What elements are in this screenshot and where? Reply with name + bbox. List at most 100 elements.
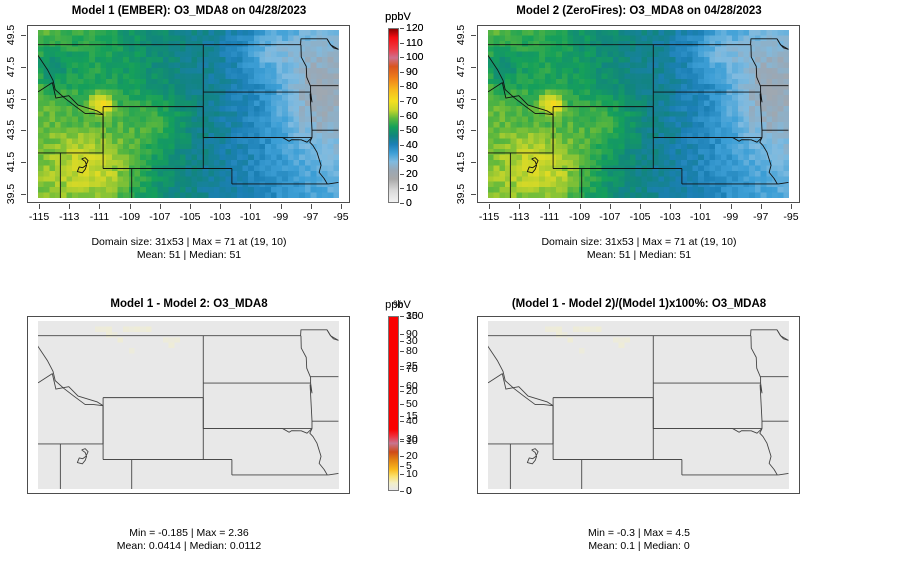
colorbar-tick [400, 316, 404, 317]
x-axis-tick-label: -105 [629, 211, 651, 223]
panel-model2: Model 2 (ZeroFires): O3_MDA8 on 04/28/20… [385, 0, 900, 290]
x-axis-tick [640, 204, 641, 209]
state-boundaries-overlay [488, 38, 789, 199]
colorbar-tick-label: 0 [406, 485, 412, 497]
colorbar-tick [400, 416, 404, 417]
y-axis-tick [471, 35, 476, 37]
colorbar-tick [400, 491, 404, 492]
colorbar-tick-label: 50 [406, 124, 418, 137]
map-plot-area [27, 316, 350, 494]
y-axis-tick-label: 49.5 [455, 24, 467, 46]
x-axis-tick [790, 204, 792, 209]
colorbar-unit-label: % [393, 299, 403, 311]
colorbar-tick-label: 60 [406, 109, 418, 122]
colorbar-tick-label: 120 [406, 22, 424, 34]
x-axis-tick-label: -97 [303, 211, 319, 223]
x-axis-tick [760, 204, 762, 209]
panel-statistics: Domain size: 31x53 | Max = 71 at (19, 10… [541, 236, 737, 261]
x-axis-tick [579, 204, 581, 209]
colorbar-unit-label: ppbV [385, 11, 411, 23]
colorbar-tick [400, 42, 404, 44]
y-axis-tick [21, 35, 26, 37]
map-plot-area [477, 25, 800, 203]
colorbar-tick-label: 50 [406, 124, 418, 137]
colorbar-tick [400, 438, 404, 440]
x-axis-tick [220, 204, 222, 209]
colorbar-tick [400, 203, 404, 204]
y-axis-tick-label: 39.5 [455, 183, 467, 204]
x-axis-tick-label: -115 [28, 211, 50, 223]
x-axis-tick [250, 204, 252, 209]
colorbar-gradient [388, 28, 399, 203]
x-axis-tick-label: -97 [753, 211, 769, 223]
y-axis-tick-label: 43.5 [5, 120, 17, 141]
colorbar-tick [400, 159, 404, 161]
y-axis-tick [21, 193, 26, 195]
x-axis-tick-label: -109 [119, 211, 141, 223]
colorbar-tick [400, 386, 404, 387]
colorbar-tick [400, 421, 404, 422]
colorbar-tick-label: 15 [406, 410, 418, 422]
x-axis-tick-label: -107 [599, 211, 621, 223]
colorbar-tick [400, 28, 404, 29]
colorbar-unit-label: ppbV [385, 11, 411, 23]
colorbar-tick [400, 86, 404, 88]
colorbar-tick [400, 57, 404, 59]
colorbar-tick [400, 115, 404, 117]
colorbar-tick-label: 30 [406, 153, 418, 166]
x-axis-tick [99, 204, 101, 209]
colorbar-tick-label: 40 [406, 415, 418, 427]
colorbar-tick-label: 20 [406, 450, 418, 462]
colorbar-tick [400, 456, 404, 457]
y-axis-tick-label: 47.5 [5, 56, 17, 78]
colorbar-tick-label: 10 [406, 435, 418, 447]
colorbar-tick [400, 391, 404, 392]
y-axis-tick [471, 193, 476, 195]
colorbar-tick-label: 30 [406, 335, 418, 347]
difference-raster [488, 321, 789, 490]
y-axis-tick-label: 49.5 [5, 24, 17, 46]
colorbar-tick-label: 20 [406, 167, 418, 180]
panel-title: Model 1 - Model 2: O3_MDA8 [110, 298, 268, 310]
ozone-concentration-raster [38, 30, 339, 199]
panel-model1: Model 1 (EMBER): O3_MDA8 on 04/28/2023 -1… [0, 0, 450, 290]
colorbar-tick-label: 30 [406, 432, 418, 445]
colorbar-tick-label: 120 [406, 22, 424, 34]
colorbar: ppbV 0 10 20 30 40 50 60 70 80 90 100 110 120 [385, 11, 448, 223]
colorbar-tick [400, 351, 404, 352]
x-axis-tick-label: -95 [333, 211, 349, 223]
x-axis-tick-label: -115 [478, 211, 500, 223]
x-axis-tick [159, 204, 161, 209]
colorbar-tick-label: 60 [406, 109, 418, 122]
x-axis-tick-label: -113 [59, 211, 80, 223]
colorbar-tick-label: 80 [406, 80, 418, 93]
colorbar-tick [400, 368, 404, 370]
panel-statistics: Domain size: 31x53 | Max = 71 at (19, 10… [91, 236, 287, 261]
x-axis-tick [489, 204, 491, 209]
colorbar-tick-label: 100 [406, 310, 424, 322]
y-axis-tick-label: 45.5 [455, 88, 467, 109]
x-axis-tick [190, 204, 191, 209]
colorbar-tick [400, 403, 404, 405]
colorbar-tick [400, 188, 404, 190]
colorbar-tick [400, 341, 404, 342]
y-axis-tick [471, 130, 476, 132]
y-axis-tick-label: 43.5 [455, 120, 467, 141]
colorbar-tick-label: 80 [406, 345, 418, 357]
x-axis-tick [730, 204, 732, 209]
colorbar-tick [400, 333, 404, 335]
colorbar-tick-label: 90 [406, 327, 418, 340]
x-axis-tick [549, 204, 551, 209]
x-axis-tick [69, 204, 71, 209]
x-axis-tick-label: -107 [149, 211, 171, 223]
x-axis-tick [670, 204, 672, 209]
map-plot-area [27, 25, 350, 203]
difference-raster [38, 321, 339, 490]
colorbar-tick-label: 25 [406, 360, 418, 372]
x-axis-tick-label: -101 [689, 211, 711, 223]
panel-title: Model 2 (ZeroFires): O3_MDA8 on 04/28/20… [516, 5, 762, 17]
colorbar-tick-label: 70 [406, 94, 418, 107]
state-boundaries-overlay [38, 38, 339, 199]
x-axis-tick [340, 204, 342, 209]
